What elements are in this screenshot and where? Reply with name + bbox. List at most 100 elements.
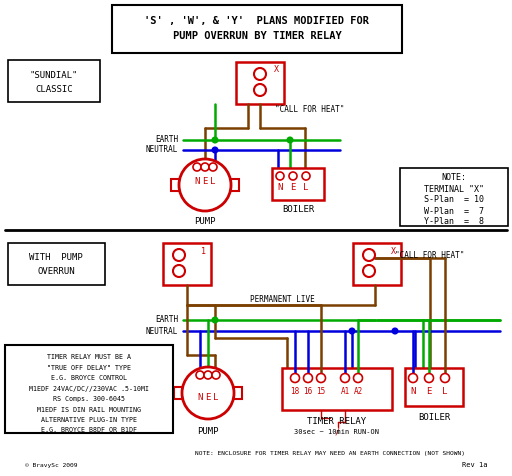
- Text: © BravySc 2009: © BravySc 2009: [25, 463, 77, 467]
- Text: M1EDF IS DIN RAIL MOUNTING: M1EDF IS DIN RAIL MOUNTING: [37, 407, 141, 413]
- Text: TIMER RELAY MUST BE A: TIMER RELAY MUST BE A: [47, 354, 131, 360]
- Circle shape: [409, 374, 417, 383]
- Text: 1: 1: [201, 247, 205, 256]
- Bar: [272, 168, 324, 200]
- Bar: [405, 368, 463, 406]
- Bar: [171, 179, 179, 191]
- Text: L: L: [442, 387, 447, 397]
- Bar: [8, 243, 105, 285]
- Text: N: N: [278, 184, 283, 192]
- Circle shape: [424, 374, 434, 383]
- Text: TIMER RELAY: TIMER RELAY: [307, 417, 367, 426]
- Circle shape: [363, 249, 375, 261]
- Text: OVERRUN: OVERRUN: [37, 268, 75, 277]
- Bar: [174, 387, 182, 399]
- Text: X: X: [391, 247, 395, 256]
- Circle shape: [254, 84, 266, 96]
- Text: 30sec ~ 10min RUN-ON: 30sec ~ 10min RUN-ON: [294, 429, 379, 435]
- Text: PUMP OVERRUN BY TIMER RELAY: PUMP OVERRUN BY TIMER RELAY: [173, 31, 342, 41]
- Circle shape: [316, 374, 326, 383]
- Bar: [163, 243, 211, 285]
- Bar: [236, 62, 284, 104]
- Text: /: /: [334, 427, 339, 436]
- Bar: [8, 60, 100, 102]
- Circle shape: [209, 163, 217, 171]
- Text: Y-Plan  =  8: Y-Plan = 8: [424, 218, 484, 227]
- Text: E: E: [202, 177, 208, 186]
- Text: L: L: [303, 184, 309, 192]
- Text: "CALL FOR HEAT": "CALL FOR HEAT": [395, 250, 465, 259]
- Text: 16: 16: [304, 387, 313, 397]
- Circle shape: [350, 328, 354, 334]
- Bar: [5, 345, 173, 433]
- Circle shape: [201, 163, 209, 171]
- Text: Rev 1a: Rev 1a: [461, 462, 487, 468]
- Circle shape: [204, 371, 212, 379]
- Text: "TRUE OFF DELAY" TYPE: "TRUE OFF DELAY" TYPE: [47, 365, 131, 370]
- Text: PUMP: PUMP: [194, 217, 216, 226]
- Text: 18: 18: [290, 387, 300, 397]
- Text: NOTE:: NOTE:: [441, 173, 466, 182]
- Bar: [234, 387, 242, 399]
- Text: W-Plan  =  7: W-Plan = 7: [424, 207, 484, 216]
- Circle shape: [393, 328, 397, 334]
- Circle shape: [179, 159, 231, 211]
- Text: EARTH: EARTH: [155, 316, 178, 325]
- Bar: [353, 243, 401, 285]
- Text: "SUNDIAL": "SUNDIAL": [30, 70, 78, 79]
- Text: E.G. BROYCE CONTROL: E.G. BROYCE CONTROL: [51, 375, 127, 381]
- Text: CLASSIC: CLASSIC: [35, 85, 73, 93]
- Text: ALTERNATIVE PLUG-IN TYPE: ALTERNATIVE PLUG-IN TYPE: [41, 417, 137, 423]
- Circle shape: [182, 367, 234, 419]
- Bar: [112, 5, 402, 53]
- Text: BOILER: BOILER: [418, 414, 450, 423]
- Circle shape: [363, 265, 375, 277]
- Circle shape: [173, 249, 185, 261]
- Text: M1EDF 24VAC/DC//230VAC .5-10MI: M1EDF 24VAC/DC//230VAC .5-10MI: [29, 386, 149, 391]
- Circle shape: [212, 138, 218, 142]
- Text: S-Plan  = 10: S-Plan = 10: [424, 196, 484, 205]
- Circle shape: [212, 371, 220, 379]
- Text: "CALL FOR HEAT": "CALL FOR HEAT": [275, 106, 345, 115]
- Text: N: N: [197, 393, 203, 401]
- Circle shape: [254, 68, 266, 80]
- Circle shape: [440, 374, 450, 383]
- Text: 15: 15: [316, 387, 326, 397]
- Text: PUMP: PUMP: [197, 426, 219, 436]
- Circle shape: [288, 138, 292, 142]
- Text: NOTE: ENCLOSURE FOR TIMER RELAY MAY NEED AN EARTH CONNECTION (NOT SHOWN): NOTE: ENCLOSURE FOR TIMER RELAY MAY NEED…: [195, 450, 465, 456]
- Circle shape: [302, 172, 310, 180]
- Text: 'S' , 'W', & 'Y'  PLANS MODIFIED FOR: 'S' , 'W', & 'Y' PLANS MODIFIED FOR: [144, 16, 370, 26]
- Circle shape: [304, 374, 312, 383]
- Text: X: X: [273, 66, 279, 75]
- Circle shape: [290, 374, 300, 383]
- Circle shape: [340, 374, 350, 383]
- Text: E.G. BROYCE B8DF OR B1DF: E.G. BROYCE B8DF OR B1DF: [41, 427, 137, 434]
- Text: N: N: [410, 387, 416, 397]
- Text: RS Comps. 300-6045: RS Comps. 300-6045: [53, 396, 125, 402]
- Text: L: L: [210, 177, 216, 186]
- Text: E: E: [290, 184, 296, 192]
- Circle shape: [193, 163, 201, 171]
- Text: N: N: [195, 177, 200, 186]
- Bar: [282, 368, 392, 410]
- Text: NEUTRAL: NEUTRAL: [145, 146, 178, 155]
- Text: WITH  PUMP: WITH PUMP: [29, 254, 83, 262]
- Text: NEUTRAL: NEUTRAL: [145, 327, 178, 336]
- Text: PERMANENT LIVE: PERMANENT LIVE: [250, 295, 314, 304]
- Text: L: L: [214, 393, 219, 401]
- Text: A1: A1: [340, 387, 350, 397]
- Circle shape: [196, 371, 204, 379]
- Circle shape: [212, 317, 218, 323]
- Text: A2: A2: [353, 387, 362, 397]
- Text: E: E: [205, 393, 210, 401]
- Bar: [400, 168, 508, 226]
- Circle shape: [212, 148, 218, 152]
- Bar: [231, 179, 239, 191]
- Text: EARTH: EARTH: [155, 136, 178, 145]
- Text: BOILER: BOILER: [282, 206, 314, 215]
- Circle shape: [289, 172, 297, 180]
- Text: TERMINAL "X": TERMINAL "X": [424, 185, 484, 194]
- Circle shape: [276, 172, 284, 180]
- Circle shape: [173, 265, 185, 277]
